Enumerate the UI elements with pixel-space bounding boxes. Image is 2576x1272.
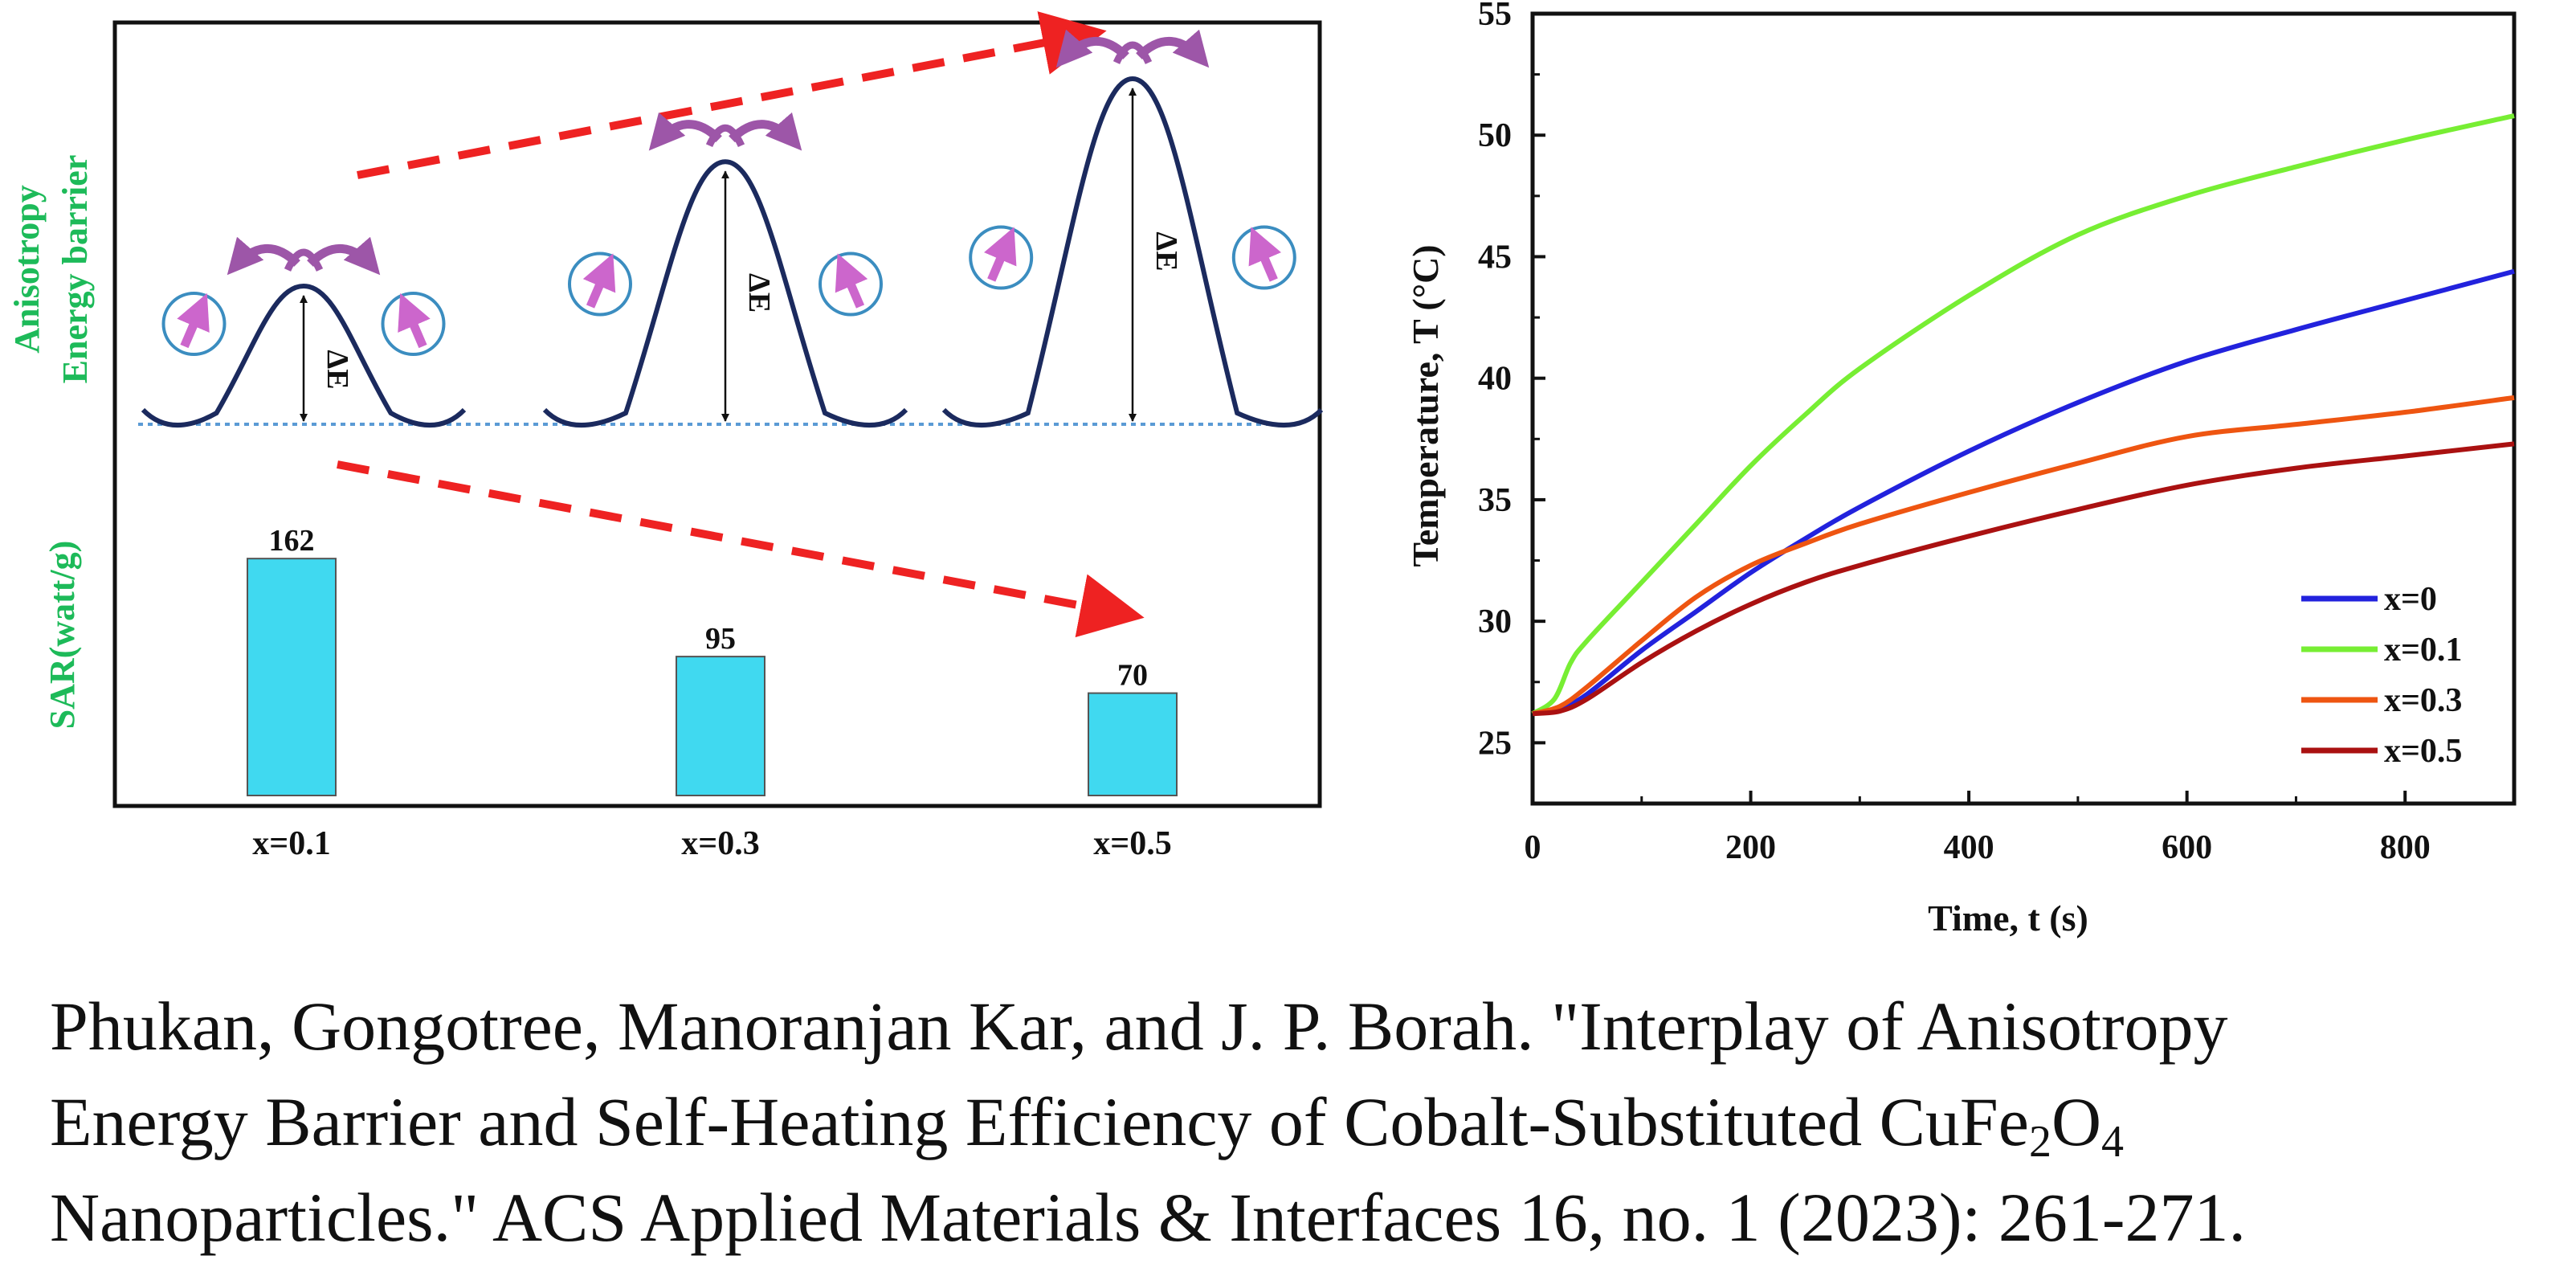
hop-arc-icon [705, 124, 745, 148]
x-axis-label: Time, t (s) [1928, 898, 2088, 939]
ylabel-sar: SAR(watt/g) [43, 541, 82, 730]
sar-value-label: 95 [705, 622, 736, 656]
series-lines [1531, 113, 2515, 717]
sar-value-label: 162 [269, 524, 315, 558]
left-spin-3-arrow-icon [983, 227, 1017, 282]
ylabel-anisotropy: Anisotropy [7, 185, 47, 353]
sar-category-label: x=0.3 [681, 825, 759, 862]
right-spin-1-arrow-icon [398, 292, 431, 349]
y-tick-label: 55 [1478, 0, 1512, 33]
citation-line-2: Energy Barrier and Self-Heating Efficien… [50, 1074, 2540, 1170]
sar-category-label: x=0.1 [252, 825, 330, 862]
temperature-time-chart: 0 200 400 600 800 25 30 35 40 45 50 55 x=0 x=0.1 x=0.… [1405, 0, 2517, 939]
sar-bar [676, 656, 765, 796]
y-axis-label: Temperature, T (°C) [1405, 244, 1446, 566]
y-tick-label: 40 [1478, 361, 1512, 398]
sar-value-label: 70 [1117, 659, 1148, 693]
x-tick-label: 800 [2380, 829, 2431, 866]
y-tick-label: 30 [1478, 603, 1512, 640]
legend-label: x=0 [2384, 581, 2437, 618]
y-tick-label: 25 [1478, 725, 1512, 762]
sar-bar [1088, 692, 1178, 796]
sar-category-labels: x=0.1 x=0.3 x=0.5 [252, 825, 1171, 862]
legend-label: x=0.1 [2384, 632, 2462, 669]
series-line-x01 [1531, 113, 2515, 716]
x-tick-label: 600 [2162, 829, 2212, 866]
hop-arc-icon [1112, 41, 1153, 64]
hop-arc-icon [284, 248, 324, 272]
energy-barriers: ΔE ΔE ΔE [141, 29, 1324, 428]
series-line-x03 [1532, 395, 2515, 717]
plot-frame [1530, 11, 2517, 806]
barrier-curve-2 [542, 159, 908, 428]
y-tick-label: 35 [1478, 482, 1512, 519]
legend: x=0 x=0.1 x=0.3 x=0.5 [2301, 581, 2462, 770]
sar-bar [247, 558, 337, 796]
citation-line-3: Nanoparticles." ACS Applied Materials & … [50, 1179, 2246, 1256]
trend-arrow-down [337, 460, 1145, 638]
citation-line-2-text: Energy Barrier and Self-Heating Efficien… [50, 1083, 2029, 1160]
series-line-x0 [1532, 268, 2515, 717]
x-tick-label: 400 [1944, 829, 1994, 866]
left-spin-2-arrow-icon [582, 253, 616, 309]
sar-category-label: x=0.5 [1093, 825, 1171, 862]
series-line-x05 [1532, 441, 2515, 717]
citation-sub-2: 2 [2028, 1117, 2051, 1167]
right-spin-2-arrow-icon [835, 253, 868, 309]
axis-ticks: 0 200 400 600 800 25 30 35 40 45 50 55 [1478, 0, 2431, 866]
y-tick-label: 50 [1478, 117, 1512, 154]
x-tick-label: 200 [1725, 829, 1776, 866]
citation-line-1: Phukan, Gongotree, Manoranjan Kar, and J… [50, 988, 2228, 1065]
legend-label: x=0.5 [2384, 733, 2462, 770]
y-tick-label: 45 [1478, 239, 1512, 276]
ylabel-energy-barrier: Energy barrier [55, 155, 95, 384]
right-spin-3-arrow-icon [1248, 227, 1282, 282]
left-spin-1-arrow-icon [177, 292, 210, 349]
x-tick-label: 0 [1525, 829, 1541, 866]
citation-sub-4: 4 [2101, 1117, 2125, 1167]
barrier-curve-3 [941, 76, 1324, 428]
trend-arrow-up [357, 11, 1107, 179]
delta-e-label: ΔE [1149, 231, 1183, 271]
citation-line-2-o: O [2051, 1083, 2102, 1160]
legend-label: x=0.3 [2384, 682, 2462, 719]
delta-e-label: ΔE [742, 273, 776, 313]
barrier-curve-1 [141, 283, 467, 428]
delta-e-label: ΔE [320, 350, 354, 389]
sar-bars: 162 95 70 [247, 524, 1178, 796]
citation: Phukan, Gongotree, Manoranjan Kar, and J… [50, 979, 2540, 1266]
anisotropy-sar-panel: Anisotropy Energy barrier SAR(watt/g) ΔE… [7, 11, 1324, 862]
